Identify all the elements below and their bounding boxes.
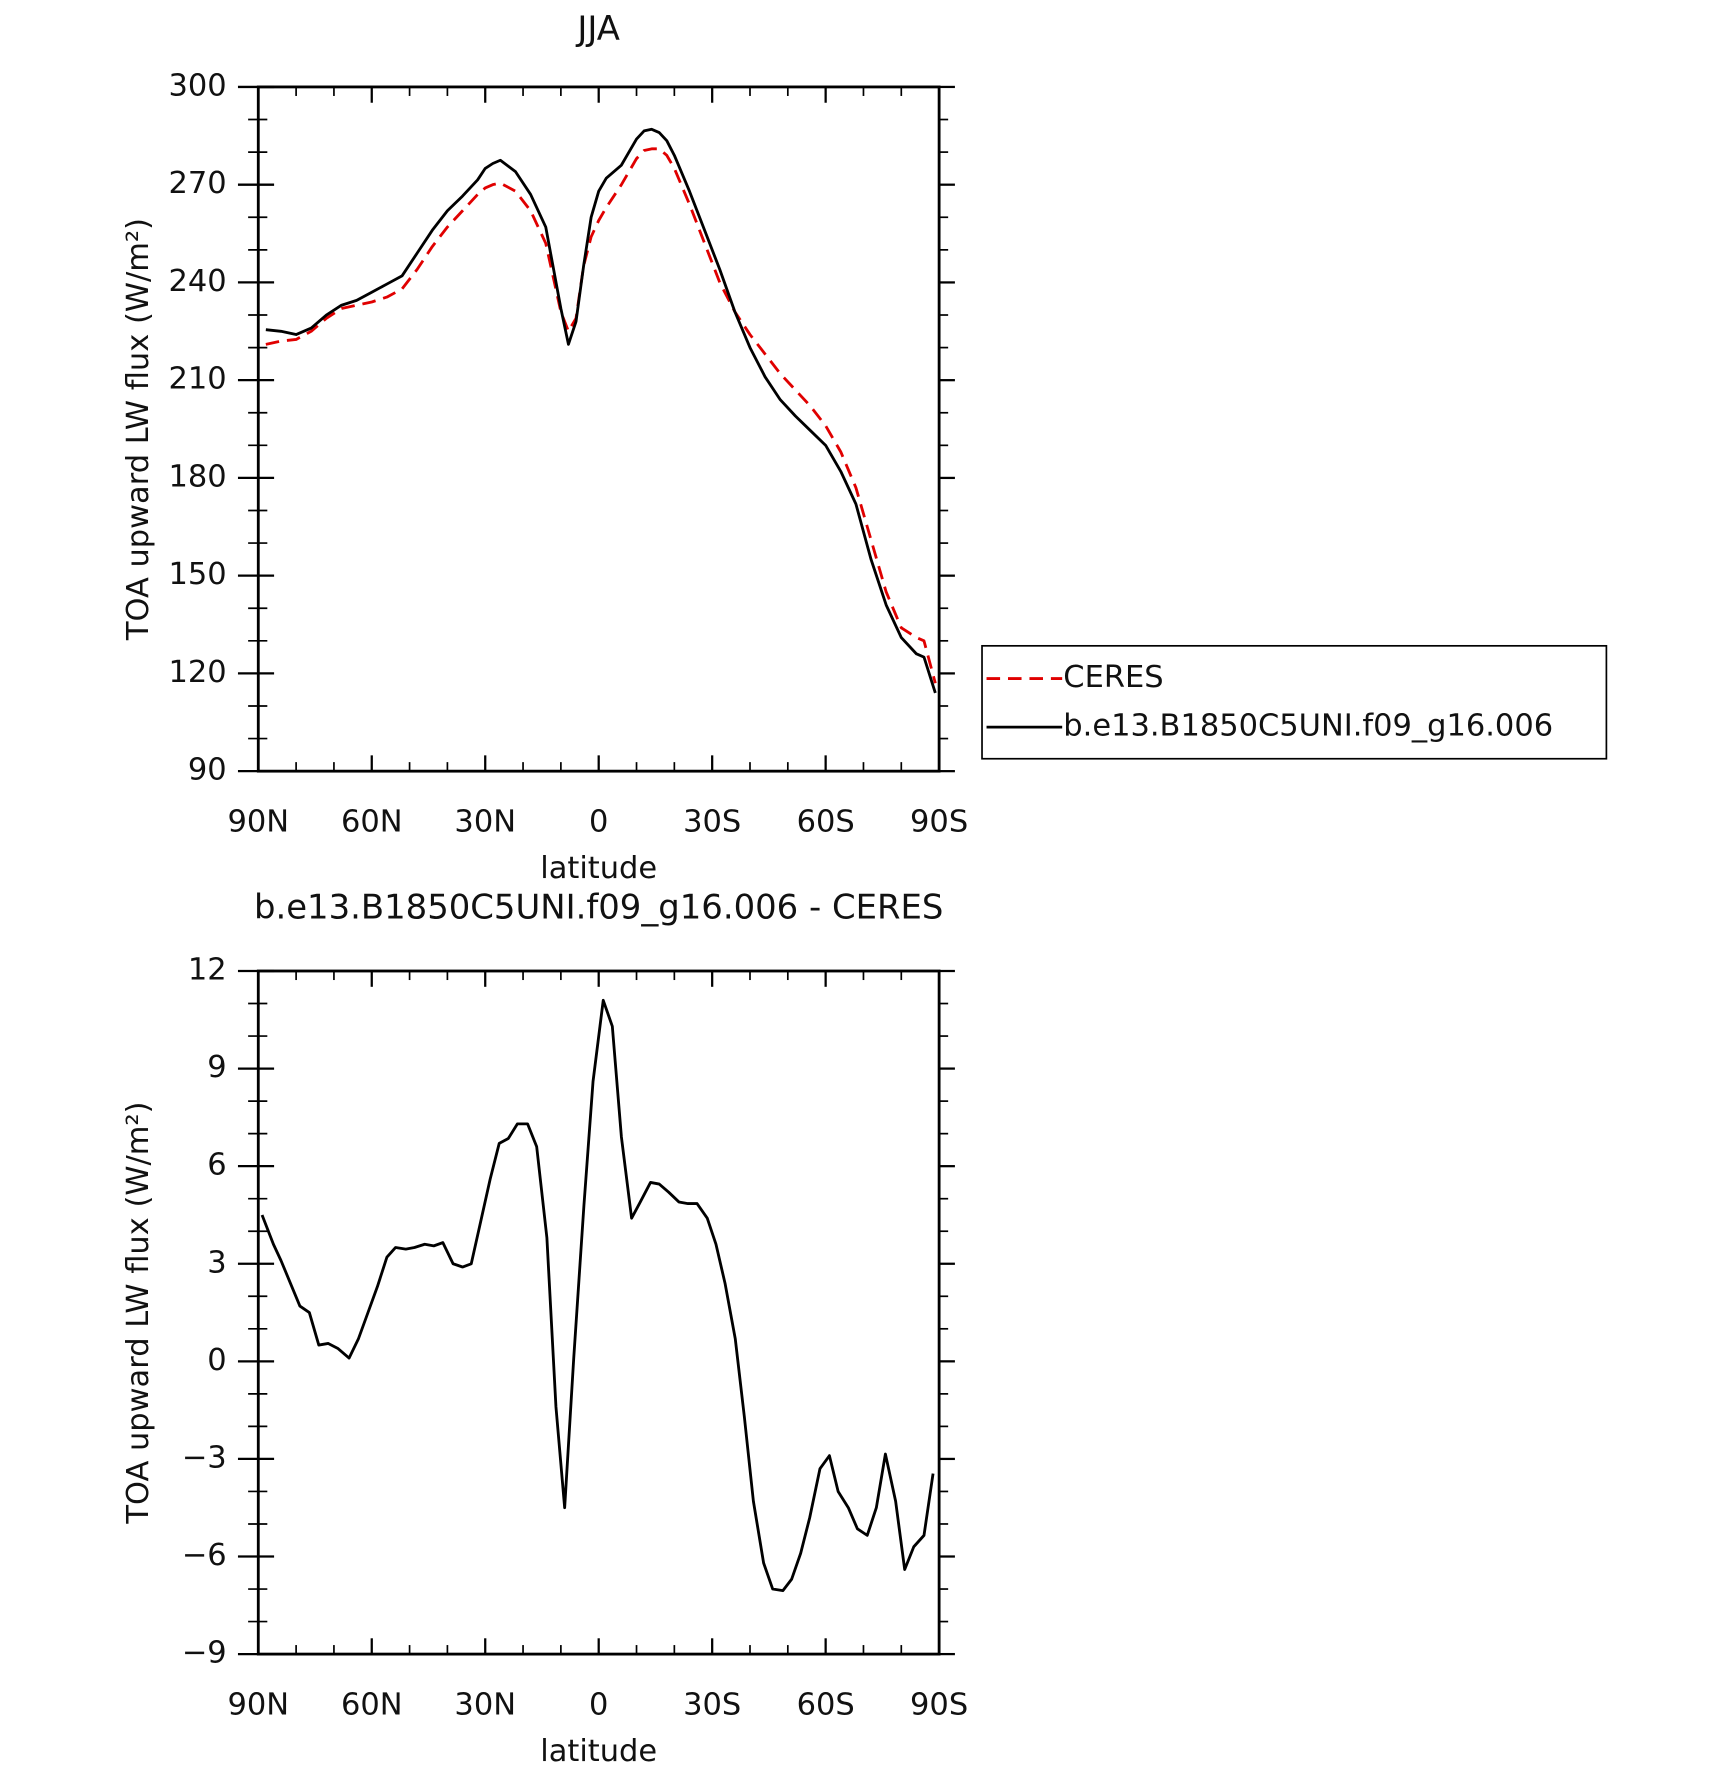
legend-box	[981, 644, 1608, 760]
y-tick-label: 3	[207, 1245, 226, 1280]
y-axis-label: TOA upward LW flux (W/m²)	[121, 218, 156, 641]
y-tick-label: 6	[207, 1148, 226, 1183]
x-axis-label: latitude	[540, 851, 657, 886]
y-tick-label: −9	[182, 1636, 227, 1671]
x-tick-label: 60N	[341, 1688, 403, 1723]
x-tick-label: 30N	[454, 805, 516, 840]
y-tick-label: 210	[169, 362, 227, 397]
x-tick-label: 90N	[228, 1688, 290, 1723]
x-tick-label: 30N	[454, 1688, 516, 1723]
y-tick-label: 9	[207, 1050, 226, 1085]
legend-label: b.e13.B1850C5UNI.f09_g16.006	[1063, 709, 1553, 744]
x-tick-label: 30S	[683, 1688, 741, 1723]
data-line	[265, 147, 937, 684]
x-tick-label: 60N	[341, 805, 403, 840]
x-tick-label: 0	[589, 1688, 608, 1723]
data-line	[260, 998, 935, 1593]
y-tick-label: 0	[207, 1343, 226, 1378]
y-tick-label: 90	[188, 753, 227, 788]
y-tick-label: 150	[169, 557, 227, 592]
x-tick-label: 30S	[683, 805, 741, 840]
y-tick-label: 270	[169, 166, 227, 201]
plot-frame	[256, 969, 941, 1656]
data-line	[265, 127, 937, 694]
x-tick-label: 0	[589, 805, 608, 840]
x-tick-label: 60S	[797, 805, 855, 840]
y-tick-label: −3	[182, 1440, 227, 1475]
y-tick-label: 180	[169, 459, 227, 494]
y-tick-label: 240	[169, 264, 227, 299]
chart-title: JJA	[575, 9, 620, 48]
x-axis-label: latitude	[540, 1734, 657, 1767]
y-tick-label: 300	[169, 68, 227, 103]
y-tick-label: 12	[188, 953, 227, 988]
x-tick-label: 60S	[797, 1688, 855, 1723]
x-tick-label: 90S	[910, 1688, 968, 1723]
x-tick-label: 90N	[228, 805, 290, 840]
y-axis-label: TOA upward LW flux (W/m²)	[121, 1101, 156, 1524]
y-tick-label: 120	[169, 655, 227, 690]
x-tick-label: 90S	[910, 805, 968, 840]
legend-label: CERES	[1063, 660, 1163, 695]
y-tick-label: −6	[182, 1538, 227, 1573]
chart-title: b.e13.B1850C5UNI.f09_g16.006 - CERES	[254, 887, 943, 926]
